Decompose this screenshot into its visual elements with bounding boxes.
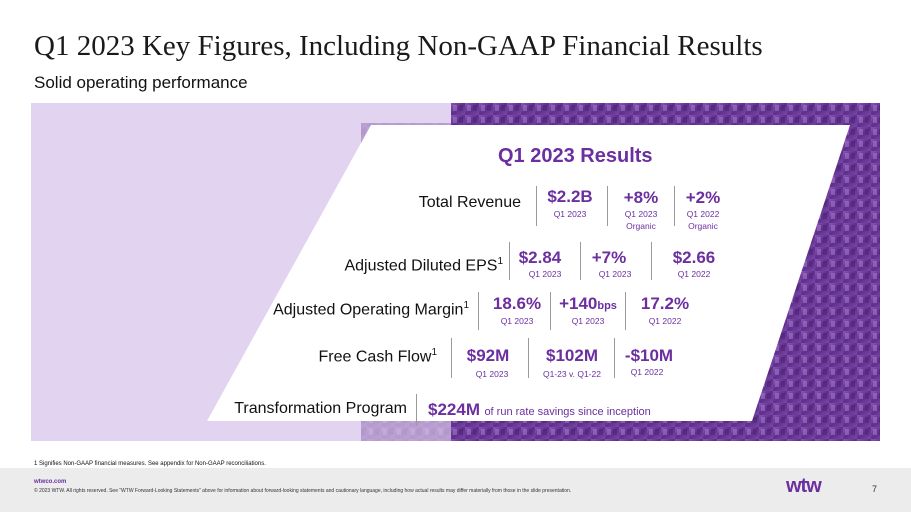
value-revenue-organic-q1-2023: +8%	[623, 188, 659, 207]
page-number: 7	[872, 484, 878, 494]
row-separator	[509, 242, 510, 280]
sublabel-eps-q1-2022: Q1 2022	[677, 269, 711, 279]
row-separator	[451, 338, 452, 378]
sublabel-fcf-q1-2022: Q1 2022	[630, 367, 664, 377]
value-eps-q1-2022: $2.66	[672, 248, 716, 267]
sublabel-revenue-organic-q1-2023: Q1 2023 Organic	[624, 209, 658, 231]
value-fcf-q1-2022: -$10M	[624, 346, 674, 365]
sublabel-margin-change: Q1 2023	[571, 316, 605, 326]
row-separator	[651, 242, 652, 280]
row-separator	[614, 338, 615, 378]
footnote: 1 Signifies Non-GAAP financial measures.…	[34, 461, 266, 467]
row-separator	[580, 242, 581, 280]
value-eps-q1-2023: $2.84	[518, 248, 562, 267]
row-separator	[416, 394, 417, 426]
row-label-transformation-program: Transformation Program	[234, 400, 407, 417]
row-label-adjusted-operating-margin: Adjusted Operating Margin1	[273, 300, 469, 319]
row-separator	[607, 186, 608, 226]
row-separator	[625, 292, 626, 330]
sublabel-fcf-change: Q1-23 v. Q1-22	[543, 369, 601, 379]
sublabel-revenue-organic-q1-2022: Q1 2022 Organic	[686, 209, 720, 231]
value-margin-q1-2023: 18.6%	[492, 294, 542, 313]
transformation-value: $224M of run rate savings since inceptio…	[428, 400, 651, 419]
row-separator	[528, 338, 529, 378]
value-margin-q1-2022: 17.2%	[640, 294, 690, 313]
slide-subtitle: Solid operating performance	[34, 73, 248, 92]
row-label-adjusted-diluted-eps: Adjusted Diluted EPS1	[344, 256, 503, 275]
footer-copyright: © 2023 WTW. All rights reserved. See “WT…	[34, 488, 572, 494]
value-fcf-q1-2023: $92M	[466, 346, 510, 365]
value-margin-change: +140bps	[559, 294, 617, 313]
slide-title: Q1 2023 Key Figures, Including Non-GAAP …	[34, 30, 763, 62]
wtw-logo: wtw	[786, 475, 822, 497]
value-total-revenue: $2.2B	[547, 187, 593, 206]
footer	[0, 468, 911, 512]
row-separator	[536, 186, 537, 226]
sublabel-eps-growth: Q1 2023	[598, 269, 632, 279]
footer-site-link[interactable]: wtwco.com	[34, 479, 67, 485]
row-separator	[478, 292, 479, 330]
sublabel-eps-q1-2023: Q1 2023	[528, 269, 562, 279]
sublabel-total-revenue: Q1 2023	[553, 209, 587, 219]
value-fcf-change: $102M	[546, 346, 598, 365]
row-label-free-cash-flow: Free Cash Flow1	[318, 347, 437, 366]
value-eps-growth: +7%	[591, 248, 627, 267]
background-band	[31, 103, 880, 441]
row-label-total-revenue: Total Revenue	[418, 194, 521, 211]
row-separator	[550, 292, 551, 330]
panel-title: Q1 2023 Results	[498, 145, 653, 167]
value-revenue-organic-q1-2022: +2%	[685, 188, 721, 207]
sublabel-fcf-q1-2023: Q1 2023	[475, 369, 509, 379]
sublabel-margin-q1-2022: Q1 2022	[648, 316, 682, 326]
row-separator	[674, 186, 675, 226]
sublabel-margin-q1-2023: Q1 2023	[500, 316, 534, 326]
